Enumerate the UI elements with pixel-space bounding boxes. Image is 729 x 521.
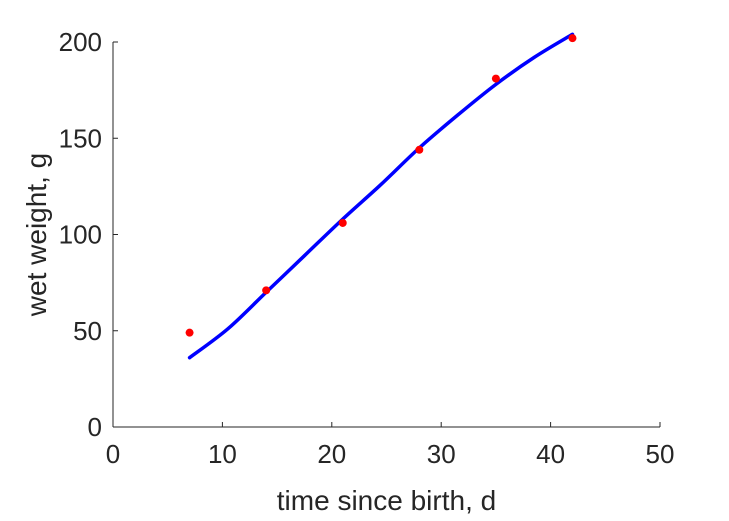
data-point [338,218,347,227]
x-tick-label: 0 [106,439,120,469]
data-point [568,34,577,43]
data-point [185,328,194,337]
y-tick-label: 0 [88,412,102,442]
y-tick-label: 150 [59,123,102,153]
data-point [415,145,424,154]
axes: 0 10 20 30 40 50 0 50 100 150 200 [59,27,675,469]
y-ticks: 0 50 100 150 200 [59,27,118,442]
y-axis-label: wet weight, g [21,153,52,317]
x-tick-label: 30 [427,439,456,469]
x-tick-label: 50 [646,439,675,469]
fit-line [187,32,575,360]
data-point [262,286,271,295]
data-point [491,74,500,83]
y-tick-label: 50 [73,316,102,346]
y-tick-label: 200 [59,27,102,57]
y-tick-label: 100 [59,220,102,250]
plot-series [185,32,577,360]
x-ticks: 0 10 20 30 40 50 [106,422,675,469]
x-axis-label: time since birth, d [277,485,496,516]
x-tick-label: 10 [208,439,237,469]
x-tick-label: 20 [317,439,346,469]
x-tick-label: 40 [536,439,565,469]
